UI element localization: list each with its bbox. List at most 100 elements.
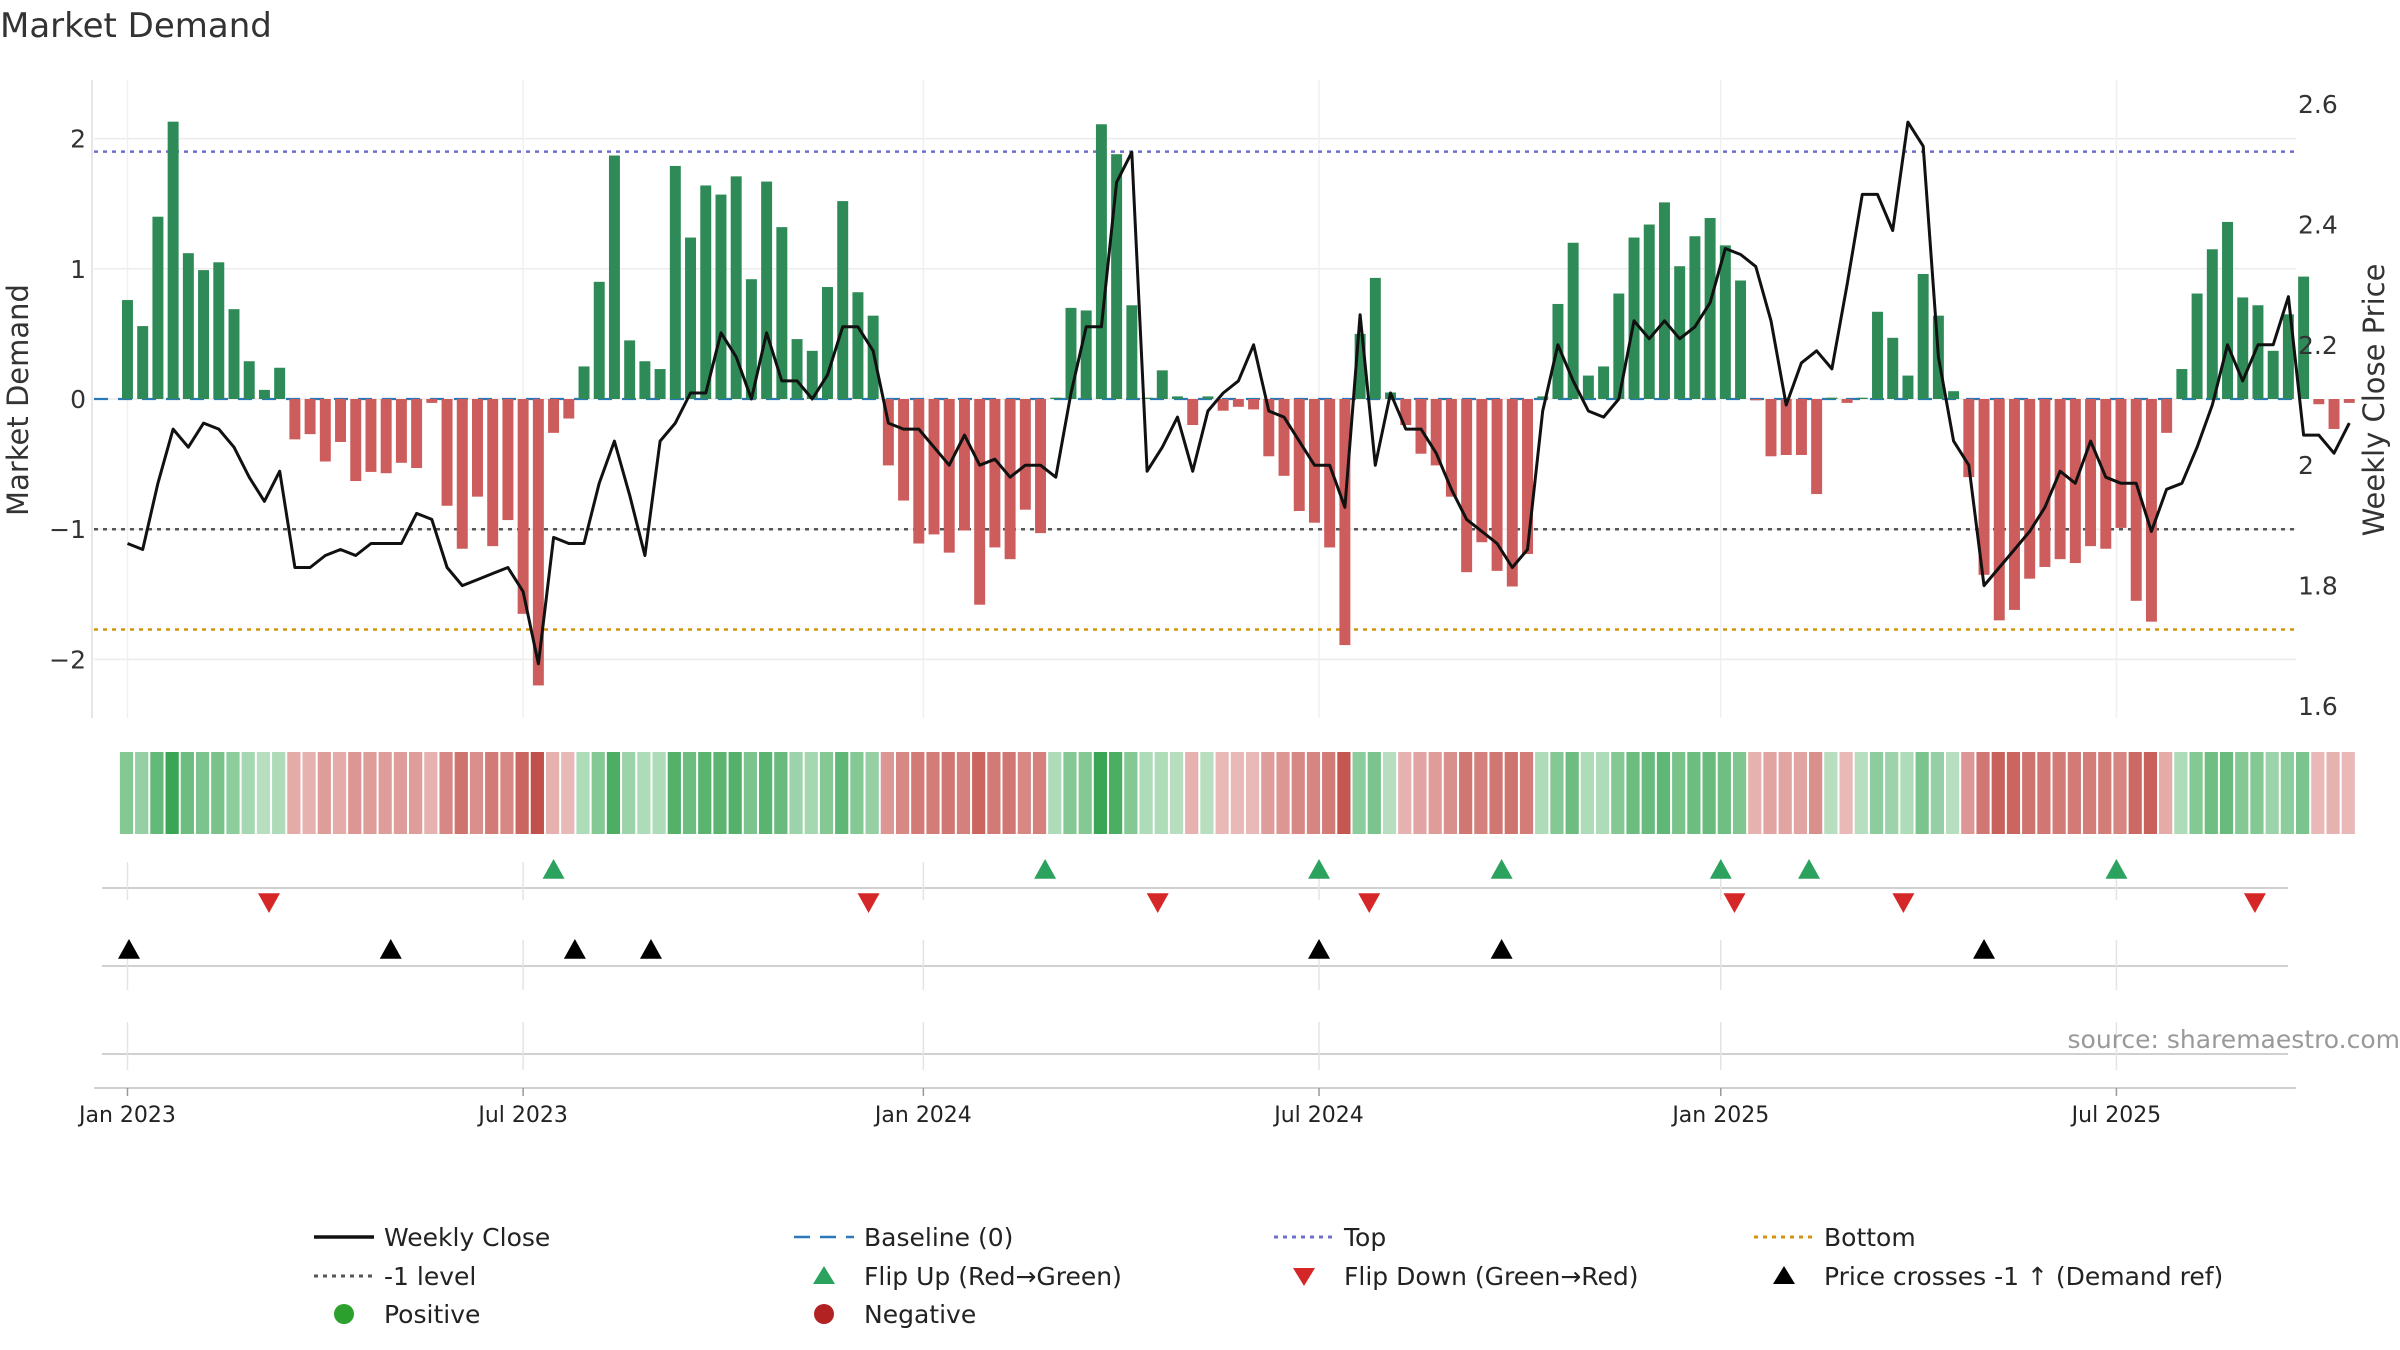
heat-cell — [1869, 752, 1884, 834]
demand-bar — [1232, 399, 1244, 407]
demand-bar — [1308, 399, 1320, 523]
heat-cell — [1124, 752, 1138, 834]
demand-bar — [1354, 333, 1366, 399]
heat-cell — [1793, 752, 1808, 834]
demand-bar — [1719, 245, 1731, 399]
heat-cell — [1489, 752, 1503, 834]
demand-bar — [958, 399, 970, 531]
heat-cell — [1580, 752, 1594, 834]
legend-label: Baseline (0) — [864, 1223, 1013, 1252]
heat-cell — [1641, 752, 1655, 834]
demand-bar — [1339, 399, 1351, 646]
heat-cell — [865, 752, 879, 834]
heat-cell — [1078, 752, 1092, 834]
legend-swatch — [1773, 1266, 1795, 1284]
demand-bar — [2267, 350, 2279, 399]
heat-cell — [2296, 752, 2310, 834]
heat-cell — [2082, 752, 2097, 834]
heat-cell — [926, 752, 940, 834]
demand-bar — [1628, 237, 1640, 399]
price-cross-marker — [379, 939, 402, 959]
demand-bar — [700, 185, 712, 399]
heat-cell — [591, 752, 605, 834]
heat-cell — [987, 752, 1001, 834]
demand-bar — [639, 361, 651, 399]
heat-cell — [1900, 752, 1914, 834]
heat-cell — [804, 752, 818, 834]
right-tick-label: 1.8 — [2298, 572, 2338, 601]
demand-bar — [1263, 399, 1275, 457]
heat-cell — [774, 752, 788, 834]
heat-cell — [1809, 752, 1823, 834]
heat-cell — [1443, 752, 1458, 834]
demand-bar — [1993, 399, 2005, 621]
reference-lines — [94, 150, 2296, 631]
demand-bar — [2191, 293, 2203, 399]
demand-bar — [1704, 218, 1716, 399]
demand-bar — [1293, 399, 1305, 511]
demand-bar — [1613, 293, 1625, 399]
demand-bar — [2054, 399, 2066, 560]
heat-cell — [1306, 752, 1321, 834]
heat-cell — [2143, 752, 2158, 834]
heat-cell — [682, 752, 697, 834]
demand-bar — [1887, 337, 1899, 399]
flip-down-marker — [857, 893, 880, 913]
price-cross-marker — [1490, 939, 1513, 959]
demand-bar — [1461, 399, 1473, 573]
heat-cell — [606, 752, 621, 834]
heat-cell — [576, 752, 590, 834]
demand-bar — [1080, 310, 1092, 399]
demand-bar — [1841, 399, 1853, 403]
demand-bar — [669, 165, 681, 399]
heat-cell — [195, 752, 210, 834]
left-tick-label: −1 — [49, 515, 86, 544]
heat-cell — [1200, 752, 1214, 834]
price-cross-marker — [563, 939, 586, 959]
demand-bar — [1674, 266, 1686, 399]
legend-item: Price crosses -1 ↑ (Demand ref) — [1773, 1262, 2223, 1291]
legend-label: Flip Up (Red→Green) — [864, 1262, 1122, 1291]
demand-bar — [426, 399, 438, 403]
demand-bar — [532, 399, 544, 686]
demand-bar — [472, 399, 483, 497]
x-tick-label: Jul 2024 — [1272, 1103, 1364, 1128]
heat-cell — [469, 752, 484, 834]
demand-bar — [198, 270, 210, 399]
demand-bar — [152, 216, 164, 399]
demand-bar — [1506, 399, 1518, 587]
demand-bar — [1050, 397, 1062, 399]
flip-up-marker — [1709, 859, 1732, 879]
heat-cell — [1185, 752, 1199, 834]
demand-bar — [882, 399, 894, 466]
heat-cell — [561, 752, 575, 834]
heat-cell — [1048, 752, 1062, 834]
legend-item: Flip Down (Green→Red) — [1293, 1262, 1639, 1291]
axes-layer: 2 1 0 −1 −2 2.6 2.4 2.2 2 1.8 1.6 Market Demand Week… — [1, 80, 2391, 721]
legend: Weekly Close Baseline (0) Top Bottom -1 leve… — [314, 1223, 2223, 1329]
heat-cell — [332, 752, 347, 834]
legend-item: -1 level — [314, 1262, 476, 1291]
price-cross-marker — [118, 939, 141, 959]
demand-bar — [2222, 221, 2233, 399]
heat-cell — [1382, 752, 1397, 834]
heat-cell — [2265, 752, 2279, 834]
heat-cell — [1245, 752, 1260, 834]
legend-label: Flip Down (Green→Red) — [1344, 1262, 1639, 1291]
demand-bar — [304, 399, 316, 435]
demand-bar — [1156, 370, 1168, 399]
heat-cell — [667, 752, 681, 834]
demand-bar — [441, 399, 453, 506]
demand-bar — [319, 399, 331, 462]
demand-bar — [1872, 311, 1883, 399]
heat-cell — [348, 752, 362, 834]
demand-bar — [913, 399, 925, 544]
heat-cell — [1367, 752, 1381, 834]
heat-cell — [1504, 752, 1518, 834]
demand-bar — [2039, 399, 2051, 567]
heat-cell — [880, 752, 894, 834]
legend-label: Negative — [864, 1300, 976, 1329]
legend-item: Bottom — [1754, 1223, 1916, 1252]
chart-title: Market Demand — [0, 6, 272, 46]
heat-cell — [819, 752, 834, 834]
